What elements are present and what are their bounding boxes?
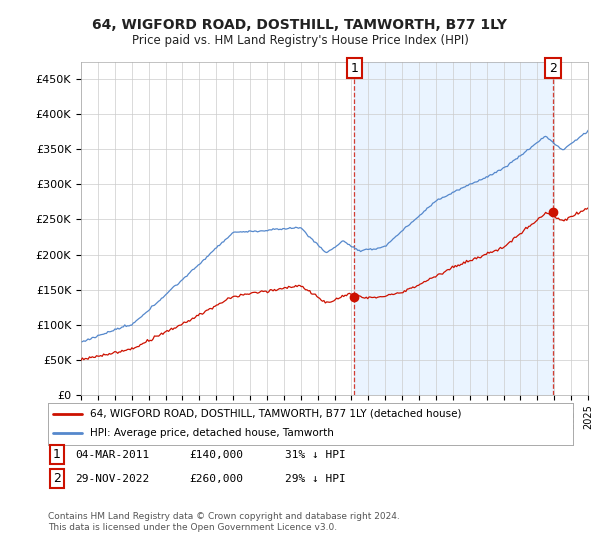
Text: 1: 1 <box>53 448 61 461</box>
Text: 04-MAR-2011: 04-MAR-2011 <box>75 450 149 460</box>
Text: £140,000: £140,000 <box>189 450 243 460</box>
Text: 64, WIGFORD ROAD, DOSTHILL, TAMWORTH, B77 1LY (detached house): 64, WIGFORD ROAD, DOSTHILL, TAMWORTH, B7… <box>90 409 461 419</box>
Text: Price paid vs. HM Land Registry's House Price Index (HPI): Price paid vs. HM Land Registry's House … <box>131 34 469 46</box>
Text: HPI: Average price, detached house, Tamworth: HPI: Average price, detached house, Tamw… <box>90 428 334 438</box>
Text: 64, WIGFORD ROAD, DOSTHILL, TAMWORTH, B77 1LY: 64, WIGFORD ROAD, DOSTHILL, TAMWORTH, B7… <box>92 18 508 32</box>
Text: 29-NOV-2022: 29-NOV-2022 <box>75 474 149 484</box>
Text: 1: 1 <box>350 62 358 74</box>
Text: £260,000: £260,000 <box>189 474 243 484</box>
Bar <box>354 62 553 395</box>
Text: 2: 2 <box>549 62 557 74</box>
Text: 2: 2 <box>53 472 61 486</box>
Text: 31% ↓ HPI: 31% ↓ HPI <box>285 450 346 460</box>
Text: Contains HM Land Registry data © Crown copyright and database right 2024.
This d: Contains HM Land Registry data © Crown c… <box>48 512 400 532</box>
Text: 29% ↓ HPI: 29% ↓ HPI <box>285 474 346 484</box>
